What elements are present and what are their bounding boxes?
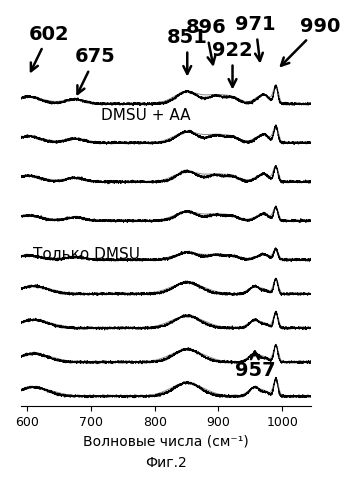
Text: 990: 990: [281, 16, 340, 66]
Text: 851: 851: [167, 28, 208, 74]
Text: Только DMSU: Только DMSU: [33, 248, 140, 262]
X-axis label: Волновые числа (см⁻¹): Волновые числа (см⁻¹): [83, 434, 249, 448]
Text: 971: 971: [235, 15, 276, 61]
Text: DMSU + AA: DMSU + AA: [100, 108, 190, 122]
Text: 922: 922: [212, 41, 253, 87]
Text: 602: 602: [28, 24, 69, 71]
Text: Фиг.2: Фиг.2: [145, 456, 187, 470]
Text: 896: 896: [185, 18, 226, 64]
Text: 675: 675: [75, 48, 116, 94]
Text: 957: 957: [235, 352, 275, 380]
